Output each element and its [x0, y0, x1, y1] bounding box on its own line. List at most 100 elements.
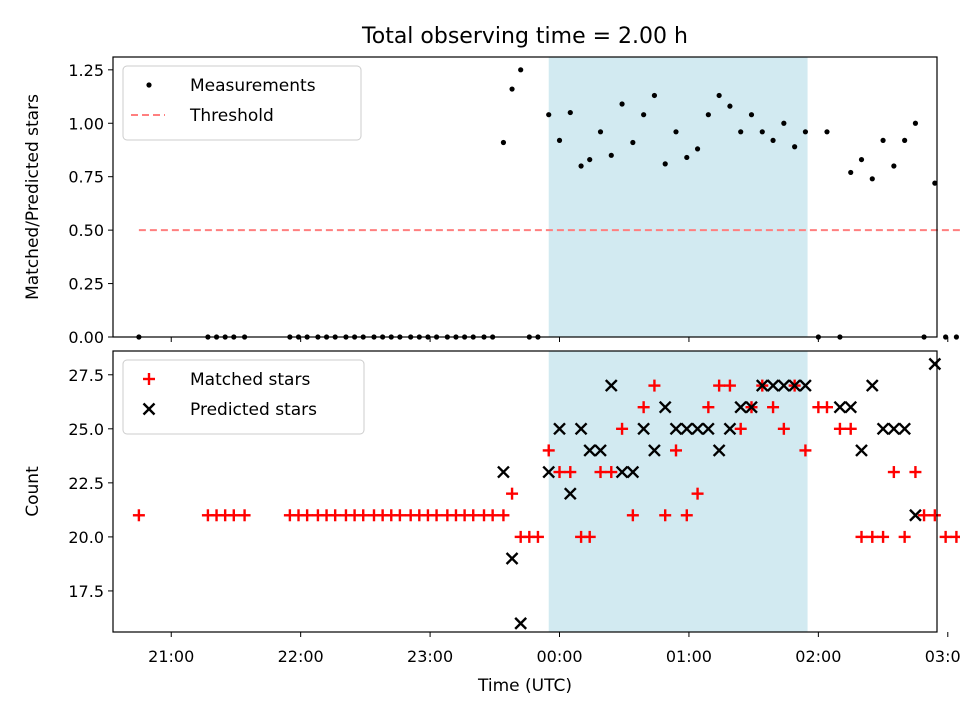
measurementsmarker — [727, 103, 733, 109]
measurementsmarker — [619, 101, 625, 107]
predicted-starsmarker-b — [594, 444, 607, 457]
predicted-starsmarker — [648, 444, 661, 457]
predicted-starsmarker-b — [928, 357, 942, 371]
matched-starsmarker — [950, 530, 960, 543]
predicted-starsmarker-b — [648, 444, 661, 457]
predicted-starsmarker-b — [553, 422, 566, 436]
predicted-starsmarker-b — [669, 422, 683, 436]
legend-swatch-b — [142, 402, 156, 416]
predicted-starsmarker-b — [712, 444, 726, 457]
measurementsmarker — [738, 129, 744, 135]
matched-starsmarker — [777, 422, 790, 435]
predicted-starsmarker-b — [626, 465, 640, 479]
measurementsmarker — [932, 180, 938, 186]
predicted-starsmarker — [658, 400, 672, 414]
measurementsmarker — [608, 152, 614, 158]
matched-starsmarker — [594, 466, 607, 479]
measurementsmarker — [953, 334, 960, 340]
legend-swatch — [146, 82, 152, 88]
x-tick-label: 01:00 — [666, 647, 712, 666]
predicted-starsmarker-b — [723, 422, 737, 436]
legend-label: Measurements — [190, 76, 316, 96]
predicted-starsmarker — [505, 552, 519, 565]
legend-label: Matched stars — [190, 370, 310, 390]
matched-starsmarker — [583, 530, 596, 543]
matched-starsmarker — [887, 466, 900, 479]
matched-starsmarker — [928, 509, 941, 522]
predicted-starsmarker-b — [542, 465, 556, 479]
panel-count: 17.5 20.0 22.5 25.0 27.5 Count Matched stars Pr… — [23, 350, 960, 637]
measurementsmarker — [630, 139, 636, 146]
matched-starsmarker — [767, 401, 780, 414]
predicted-starsmarker-b — [799, 379, 812, 392]
predicted-starsmarker — [626, 465, 640, 479]
x-tick-label: 23:00 — [407, 647, 453, 666]
ratio-y-tick-label: 0.50 — [68, 221, 104, 240]
predicted-starsmarker-b — [734, 400, 748, 414]
predicted-starsmarker-b — [497, 465, 510, 479]
predicted-starsmarker — [855, 444, 868, 457]
predicted-starsmarker — [766, 379, 780, 392]
measurementsmarker — [858, 156, 865, 163]
predicted-starsmarker — [928, 357, 942, 371]
matched-starsmarker — [616, 422, 629, 435]
measurementsmarker — [943, 334, 949, 340]
matched-starsmarker — [531, 530, 544, 543]
matched-starsmarker — [238, 509, 251, 522]
predicted-starsmarker-b — [615, 465, 629, 479]
measurementsmarker — [792, 144, 798, 150]
legend-swatch — [142, 402, 156, 416]
measurementsmarker — [694, 146, 701, 152]
matched-starsmarker — [833, 422, 846, 435]
legend-label: Predicted stars — [190, 400, 317, 420]
predicted-starsmarker — [615, 465, 629, 479]
measurementsmarker — [802, 129, 809, 135]
measurementsmarker — [662, 161, 668, 167]
predicted-starsmarker-b — [680, 422, 694, 436]
measurementsmarker — [509, 86, 515, 92]
measurementsmarker — [902, 137, 908, 143]
predicted-starsmarker-b — [909, 508, 922, 522]
predicted-starsmarker — [702, 422, 715, 436]
measurementsmarker — [546, 112, 552, 118]
chart-title: Total observing time = 2.00 h — [361, 24, 688, 49]
matched-starsmarker — [659, 509, 672, 522]
predicted-starsmarker — [669, 422, 683, 436]
matched-starsmarker — [898, 530, 911, 543]
x-tick-label: 02:00 — [795, 647, 841, 666]
measurementsmarker — [651, 92, 658, 99]
count-y-tick-label: 17.5 — [68, 582, 104, 601]
ratio-y-tick-label: 1.25 — [68, 61, 104, 80]
predicted-starsmarker-b — [898, 422, 911, 436]
ratio-y-tick-label: 0.75 — [68, 168, 104, 187]
predicted-starsmarker-b — [887, 422, 901, 436]
count-y-tick-label: 25.0 — [68, 420, 104, 439]
predicted-starsmarker — [777, 379, 791, 392]
count-axes-frame — [112, 350, 938, 633]
measurementsmarker — [912, 120, 919, 126]
predicted-starsmarker — [788, 379, 801, 392]
predicted-starsmarker — [514, 617, 528, 630]
predicted-starsmarker-b — [637, 422, 650, 436]
matched-starsmarker — [669, 444, 682, 457]
matched-starsmarker — [553, 466, 566, 479]
predicted-starsmarker — [563, 487, 577, 501]
measurementsmarker — [705, 112, 711, 118]
matched-starsmarker — [542, 444, 555, 457]
matched-starsmarker — [430, 509, 443, 522]
measurementsmarker — [578, 163, 584, 169]
predicted-starsmarker — [898, 422, 911, 436]
measurementsmarker — [587, 156, 593, 163]
ratio-y-tick-label: 1.00 — [68, 114, 104, 133]
matched-starsmarker — [486, 509, 499, 522]
measurementsmarker — [597, 129, 604, 135]
predicted-starsmarker — [734, 400, 748, 414]
predicted-starsmarker-b — [505, 552, 519, 565]
matched-starsmarker — [301, 509, 314, 522]
ratio-axes-frame — [112, 56, 938, 338]
ratio-y-axis-label: Matched/Predicted stars — [23, 94, 43, 300]
predicted-starsmarker-b — [658, 400, 672, 414]
panel-ratio: 0.00 0.25 0.50 0.75 1.00 1.25 Matched/Predicte… — [23, 56, 960, 347]
matched-starsmarker — [393, 509, 406, 522]
